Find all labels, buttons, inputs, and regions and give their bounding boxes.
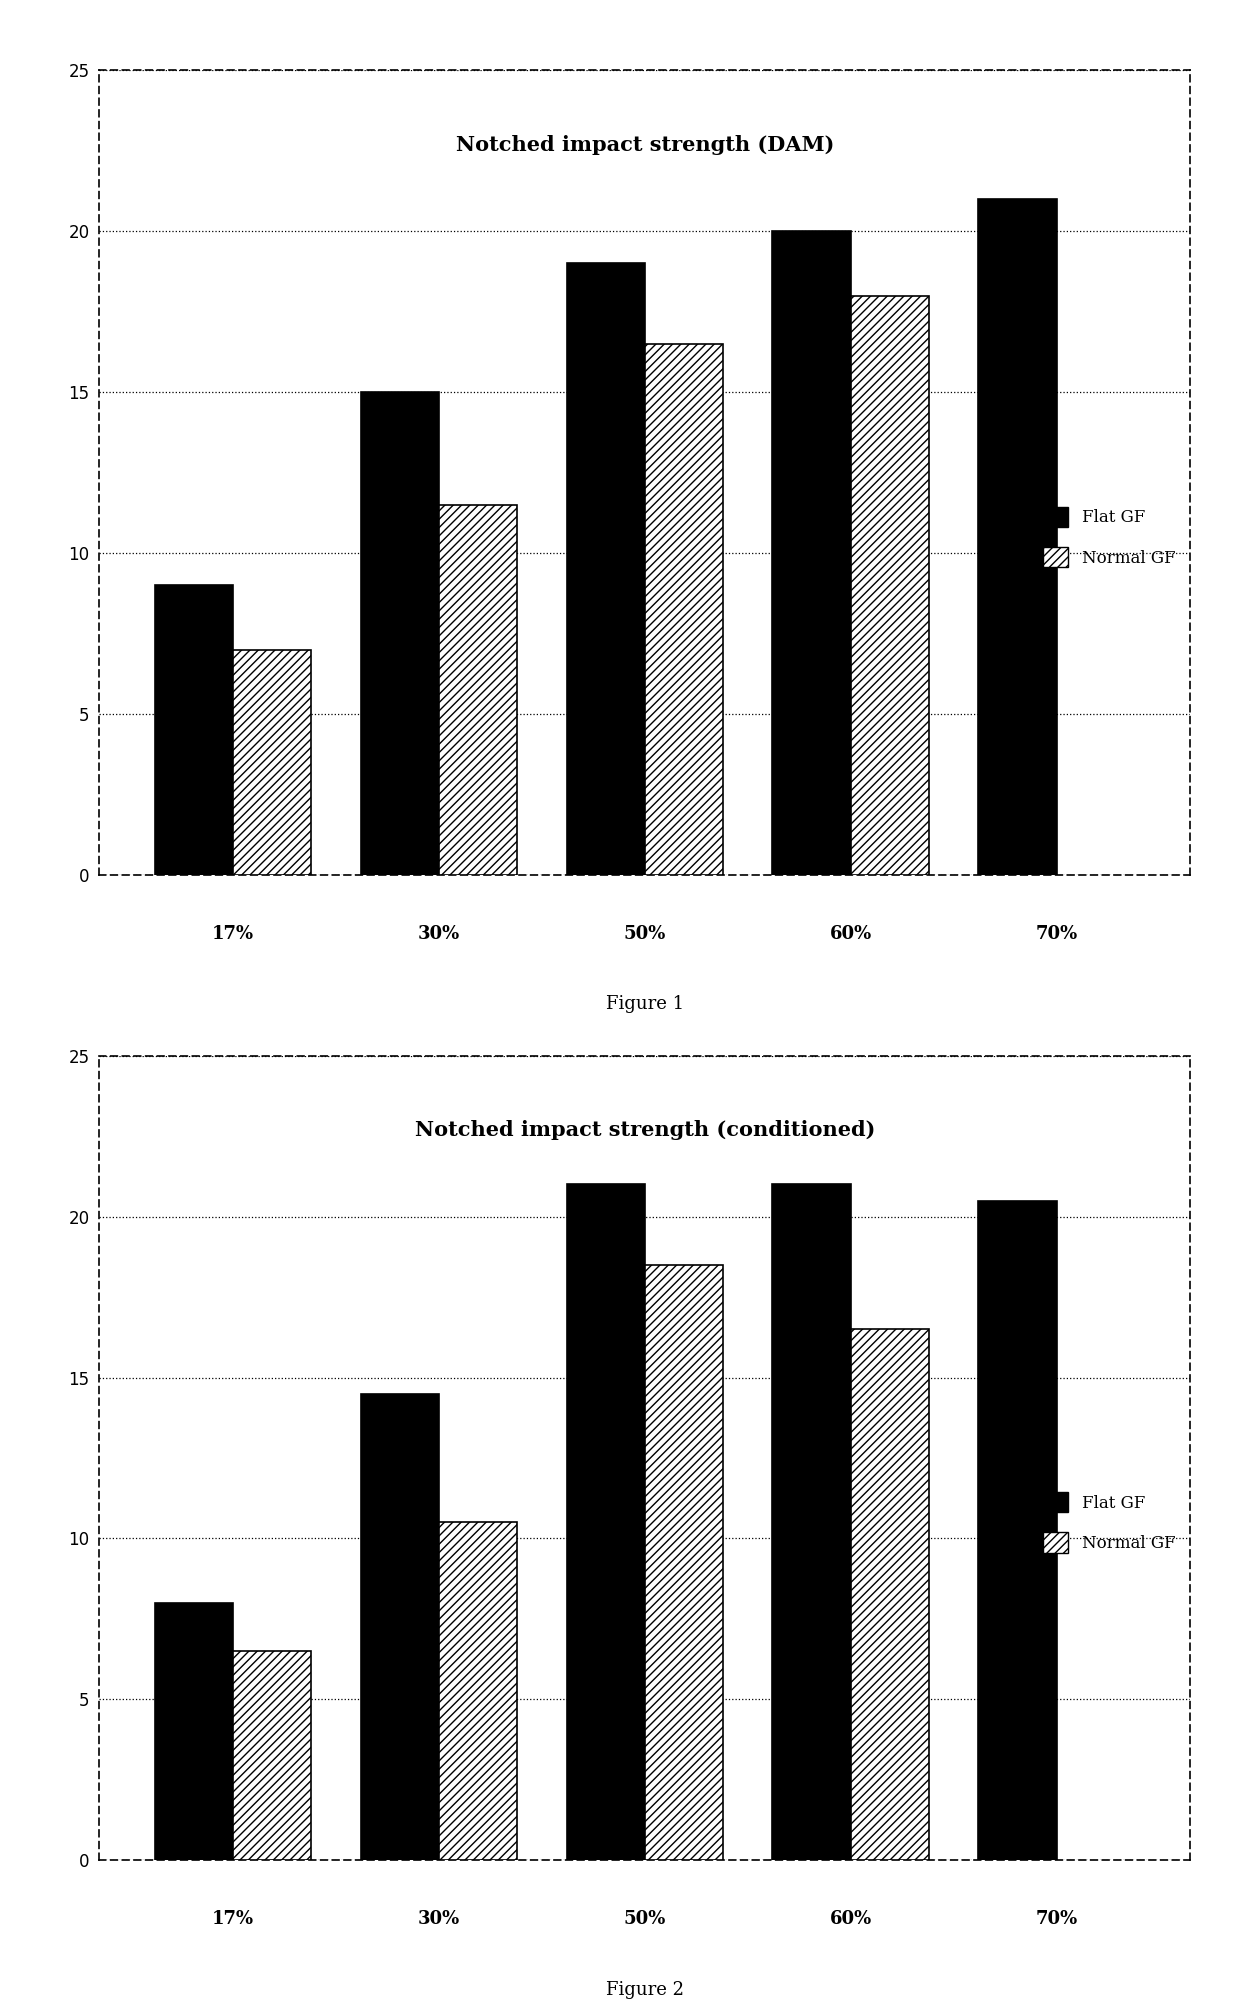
Bar [773, 1184, 851, 1860]
Text: Figure 1: Figure 1 [605, 995, 684, 1014]
Text: 50%: 50% [624, 925, 666, 943]
Text: Notched impact strength (DAM): Notched impact strength (DAM) [455, 135, 835, 155]
Text: 60%: 60% [830, 925, 872, 943]
Text: Notched impact strength (conditioned): Notched impact strength (conditioned) [414, 1120, 875, 1140]
Bar [773, 231, 851, 875]
Bar [155, 1603, 233, 1860]
Bar [978, 1201, 1056, 1860]
Bar [978, 199, 1056, 875]
Bar [439, 505, 517, 875]
Text: 17%: 17% [212, 925, 254, 943]
Bar [567, 1184, 645, 1860]
Bar [233, 650, 311, 875]
Text: Figure 2: Figure 2 [606, 1981, 683, 1999]
Text: 30%: 30% [418, 1910, 460, 1929]
Text: 30%: 30% [418, 925, 460, 943]
Text: 50%: 50% [624, 1910, 666, 1929]
Bar [851, 296, 929, 875]
Bar [645, 344, 723, 875]
Bar [361, 1394, 439, 1860]
Bar [155, 585, 233, 875]
Text: 70%: 70% [1035, 1910, 1078, 1929]
Text: 70%: 70% [1035, 925, 1078, 943]
Legend: Flat GF, Normal GF: Flat GF, Normal GF [1037, 1486, 1182, 1559]
Bar [439, 1522, 517, 1860]
Bar [645, 1265, 723, 1860]
Bar [567, 263, 645, 875]
Legend: Flat GF, Normal GF: Flat GF, Normal GF [1037, 501, 1182, 573]
Text: 17%: 17% [212, 1910, 254, 1929]
Bar [233, 1651, 311, 1860]
Bar [361, 392, 439, 875]
Text: 60%: 60% [830, 1910, 872, 1929]
Bar [851, 1329, 929, 1860]
